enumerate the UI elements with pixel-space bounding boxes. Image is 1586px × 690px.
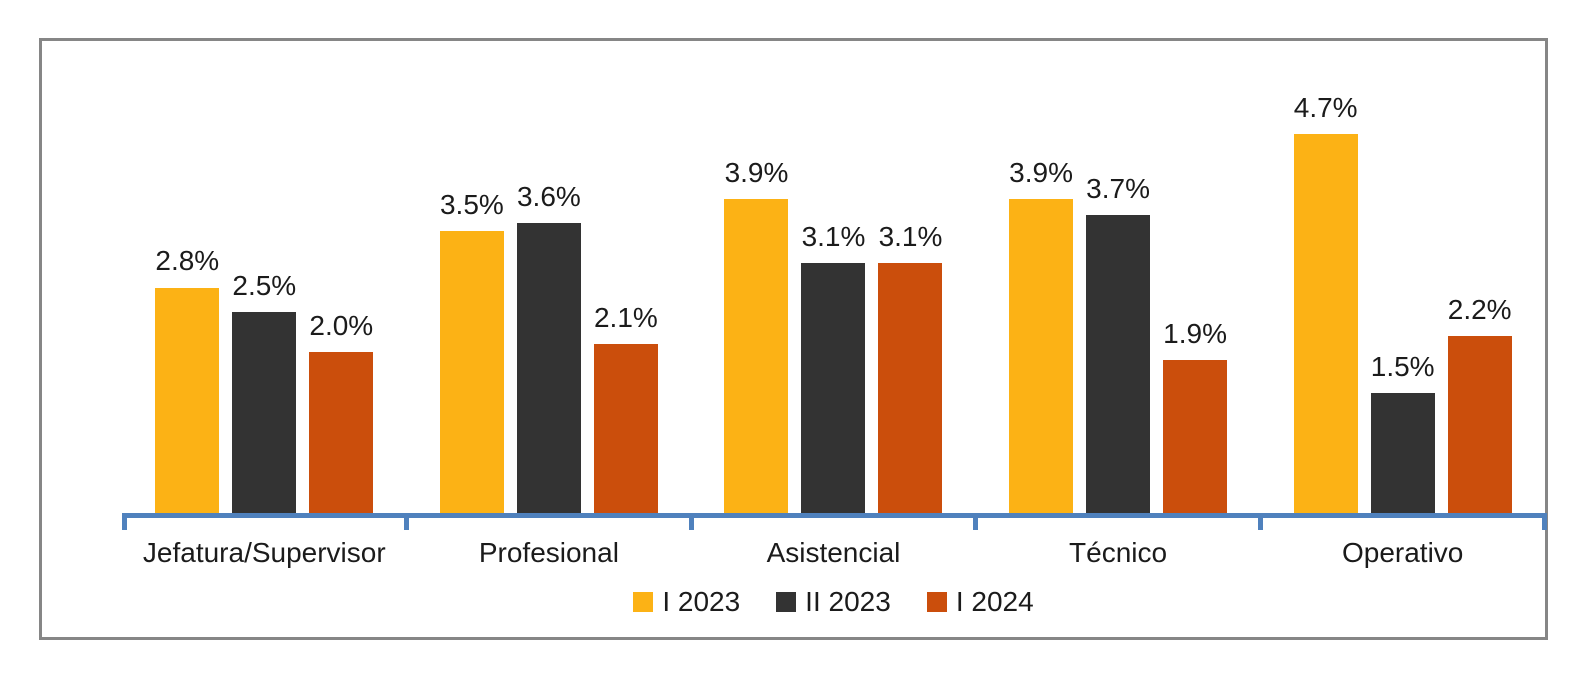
legend-swatch-icon (633, 592, 654, 612)
bar-i-2024: 2.2% (1447, 294, 1512, 514)
category-axis-labels: Jefatura/Supervisor Profesional Asistencia… (122, 536, 1545, 570)
bar-i-2024: 3.1% (878, 221, 943, 514)
bar-i-2023: 3.9% (1009, 157, 1074, 514)
bar-i-2023: 4.7% (1293, 92, 1358, 514)
bar-ii-2023: 2.5% (232, 270, 297, 514)
data-label: 2.0% (309, 310, 374, 342)
bar-i-2023: 2.8% (155, 245, 220, 514)
bar-group: 3.5% 3.6% 2.1% (407, 41, 692, 514)
plot-area: 2.8% 2.5% 2.0% 3.5% 3.6% 2.1% 3.9% 3.1% 3.1% 3.9%… (122, 41, 1545, 514)
category-label: Jefatura/Supervisor (142, 537, 386, 568)
axis-tick (1257, 513, 1263, 530)
data-label: 3.1% (878, 221, 943, 253)
data-label: 3.7% (1086, 172, 1150, 204)
data-label: 3.9% (724, 156, 789, 188)
data-label: 2.1% (593, 302, 658, 334)
data-label: 2.5% (232, 269, 297, 301)
legend-label: II 2023 (805, 586, 891, 617)
bar-ii-2023: 3.7% (1086, 173, 1151, 514)
axis-tick (973, 513, 979, 530)
data-label: 3.6% (516, 180, 581, 212)
legend: I 2023 II 2023 I 2024 (122, 586, 1545, 618)
data-label: 2.2% (1447, 293, 1512, 325)
data-label: 4.7% (1293, 91, 1358, 123)
bar-i-2024: 2.1% (593, 302, 658, 514)
data-label: 1.5% (1370, 350, 1435, 382)
bar-i-2023: 3.5% (439, 189, 504, 514)
legend-label: I 2023 (662, 586, 741, 617)
category-label: Asistencial (766, 537, 901, 568)
bar-i-2024: 2.0% (309, 310, 374, 514)
legend-swatch-icon (926, 592, 947, 612)
x-axis-line (122, 513, 1547, 518)
legend-swatch-icon (776, 592, 797, 612)
axis-tick (1542, 513, 1547, 530)
bar-ii-2023: 3.1% (801, 221, 866, 514)
legend-label: I 2024 (955, 586, 1034, 617)
data-label: 1.9% (1163, 318, 1227, 350)
bar-group: 2.8% 2.5% 2.0% (122, 41, 407, 514)
bar-group: 3.9% 3.7% 1.9% (976, 41, 1261, 514)
bar-ii-2023: 1.5% (1370, 351, 1435, 514)
axis-tick (122, 513, 127, 530)
data-label: 2.8% (155, 245, 220, 277)
legend-item: I 2023 (633, 586, 740, 618)
data-label: 3.5% (439, 188, 504, 220)
legend-item: II 2023 (776, 586, 891, 618)
chart-border-frame: 2.8% 2.5% 2.0% 3.5% 3.6% 2.1% 3.9% 3.1% 3.1% 3.9%… (39, 38, 1548, 640)
bar-i-2024: 1.9% (1163, 318, 1228, 514)
category-label: Profesional (478, 537, 619, 568)
data-label: 3.9% (1009, 156, 1073, 188)
category-label: Operativo (1341, 537, 1464, 568)
bar-i-2023: 3.9% (724, 157, 789, 514)
legend-item: I 2024 (926, 586, 1034, 618)
bar-group: 4.7% 1.5% 2.2% (1260, 41, 1545, 514)
axis-tick (688, 513, 694, 530)
bar-ii-2023: 3.6% (516, 181, 581, 514)
category-label: Técnico (1069, 537, 1168, 568)
data-label: 3.1% (801, 221, 866, 253)
bar-group: 3.9% 3.1% 3.1% (691, 41, 976, 514)
axis-tick (404, 513, 410, 530)
